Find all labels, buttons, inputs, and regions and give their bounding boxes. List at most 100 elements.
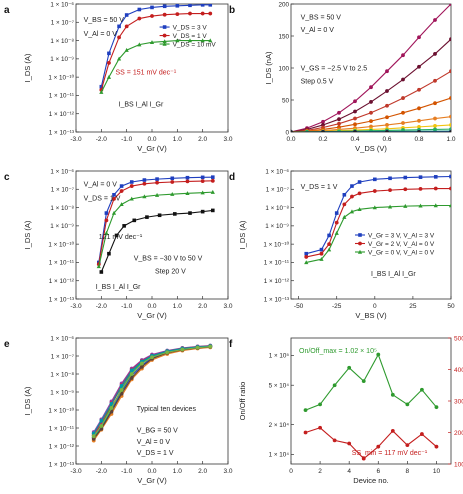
panel-letter-e: e (4, 339, 10, 350)
plot-frame-d (290, 170, 452, 300)
x-tick-label-e: -1.0 (121, 468, 133, 475)
y-tick-label-f: 2 × 10⁴ (269, 422, 290, 429)
data-point-b-0 (449, 4, 451, 6)
data-point-c-0 (155, 177, 159, 181)
data-point-f-1 (361, 456, 366, 461)
data-point-a-0 (107, 51, 111, 56)
data-point-f-0 (405, 402, 410, 407)
legend-marker-a (162, 41, 167, 46)
data-point-a-1 (208, 11, 213, 16)
x-tick-label-a: 2.0 (198, 136, 207, 143)
data-point-a-1 (137, 16, 142, 21)
panel-a: a -3.0 -2.0 -1.0 0.0 1.0 2.0 3.0 1 × 10⁻¹³ 1 × 10… (4, 1, 233, 153)
y-tick-label-c: 1 × 10⁻⁷ (51, 187, 75, 194)
data-point-c-3 (99, 270, 104, 274)
x-tick-label-a: -2.0 (96, 136, 108, 143)
data-point-d-1 (388, 188, 392, 193)
data-point-a-0 (162, 4, 167, 9)
data-point-f-0 (303, 408, 308, 413)
y-tick-label-c: 1 × 10⁻¹³ (49, 296, 74, 303)
y-tick-label-a: 1 × 10⁻¹² (49, 111, 74, 118)
panel-letter-f: f (229, 339, 233, 350)
data-point-c-1 (170, 180, 175, 184)
data-point-c-3 (157, 213, 162, 218)
x-tick-label-b: 0.2 (318, 136, 327, 143)
data-point-b-4 (417, 118, 421, 123)
data-point-b-10 (353, 130, 357, 132)
x-tick-label-c: 1.0 (173, 303, 182, 310)
data-point-a-1 (188, 11, 192, 16)
x-tick-label-b: 0.8 (414, 136, 423, 143)
data-point-b-10 (291, 130, 293, 132)
x-tick-label-c: -3.0 (70, 303, 82, 310)
data-point-c-0 (142, 178, 147, 182)
data-point-c-1 (112, 196, 116, 201)
y-tick-label-c: 1 × 10⁻¹⁰ (48, 241, 74, 248)
y-axis-label-e: I_DS (A) (23, 386, 32, 415)
data-point-c-2 (200, 190, 205, 195)
data-point-d-0 (388, 176, 392, 181)
data-point-e-9 (195, 345, 200, 350)
series-line-f-0 (305, 353, 437, 411)
y-tick-label-c: 1 × 10⁻⁹ (50, 223, 74, 230)
data-point-c-1 (185, 179, 190, 184)
data-point-c-2 (111, 210, 117, 215)
y-tick-label-d: 1 × 10⁻⁹ (265, 223, 289, 230)
x-tick-label-c: -1.0 (121, 303, 133, 310)
data-point-b-4 (385, 123, 389, 127)
data-point-c-3 (188, 211, 192, 215)
series-line-f-1 (305, 427, 437, 460)
data-point-f-0 (361, 379, 366, 384)
annotation-b: V_Al = 0 V (301, 27, 335, 34)
data-point-e-7 (139, 364, 144, 369)
data-point-f-1 (318, 425, 322, 430)
data-point-a-2 (149, 40, 155, 45)
data-point-f-0 (390, 392, 395, 397)
y-tick-label-d: 1 × 10⁻⁷ (266, 187, 290, 194)
series-group-d (304, 174, 451, 265)
data-point-c-3 (107, 251, 111, 256)
x-tick-label-b: 0.6 (382, 136, 391, 143)
data-point-d-0 (449, 174, 451, 179)
data-point-a-2 (106, 74, 112, 79)
data-point-f-1 (420, 432, 424, 436)
data-point-c-3 (173, 212, 177, 216)
data-point-b-3 (417, 106, 421, 111)
x-tick-label-e: 1.0 (173, 468, 182, 475)
data-point-d-2 (326, 247, 332, 252)
data-point-e-8 (129, 368, 134, 373)
x-tick-label-e: 3.0 (223, 468, 232, 475)
y-tick-label-d: 1 × 10⁻¹⁰ (263, 241, 289, 248)
data-point-a-0 (124, 13, 129, 17)
data-point-f-1 (376, 444, 381, 449)
data-point-b-0 (369, 85, 373, 90)
data-point-a-0 (150, 5, 154, 10)
data-point-a-0 (99, 84, 104, 89)
data-point-d-2 (433, 203, 438, 208)
legend-marker-a (162, 33, 167, 38)
data-point-c-1 (155, 180, 159, 185)
data-point-b-0 (433, 18, 437, 22)
panel-d: d -50 -25 0 25 50 1 × 10⁻¹³ 1 × 10⁻¹² 1 × 10⁻¹¹ 1… (229, 168, 455, 320)
y-tick-label-a: 1 × 10⁻¹³ (49, 129, 74, 136)
x-axis-label-b: V_DS (V) (355, 144, 387, 153)
y-tick-label-b: 0 (285, 129, 289, 136)
y-tick-label-e: 1 × 10⁻¹³ (49, 461, 74, 468)
data-point-a-2 (175, 38, 180, 43)
data-point-c-2 (129, 196, 134, 201)
data-point-a-1 (150, 14, 154, 18)
data-point-e-8 (99, 418, 104, 423)
x-tick-label-f: 6 (376, 468, 380, 475)
data-point-d-2 (319, 257, 324, 261)
x-axis-label-c: V_Gr (V) (137, 311, 167, 320)
data-point-c-0 (185, 175, 190, 180)
data-point-e-9 (180, 347, 185, 352)
data-point-b-2 (433, 78, 437, 83)
annotation-a: V_Al = 0 V (84, 31, 118, 38)
data-point-e-9 (99, 424, 104, 428)
annotation-a: V_BS = 50 V (84, 17, 125, 24)
x-tick-label-a: 1.0 (173, 136, 182, 143)
data-point-c-3 (200, 209, 205, 214)
panel-letter-d: d (229, 172, 235, 183)
x-tick-label-a: -1.0 (121, 136, 133, 143)
